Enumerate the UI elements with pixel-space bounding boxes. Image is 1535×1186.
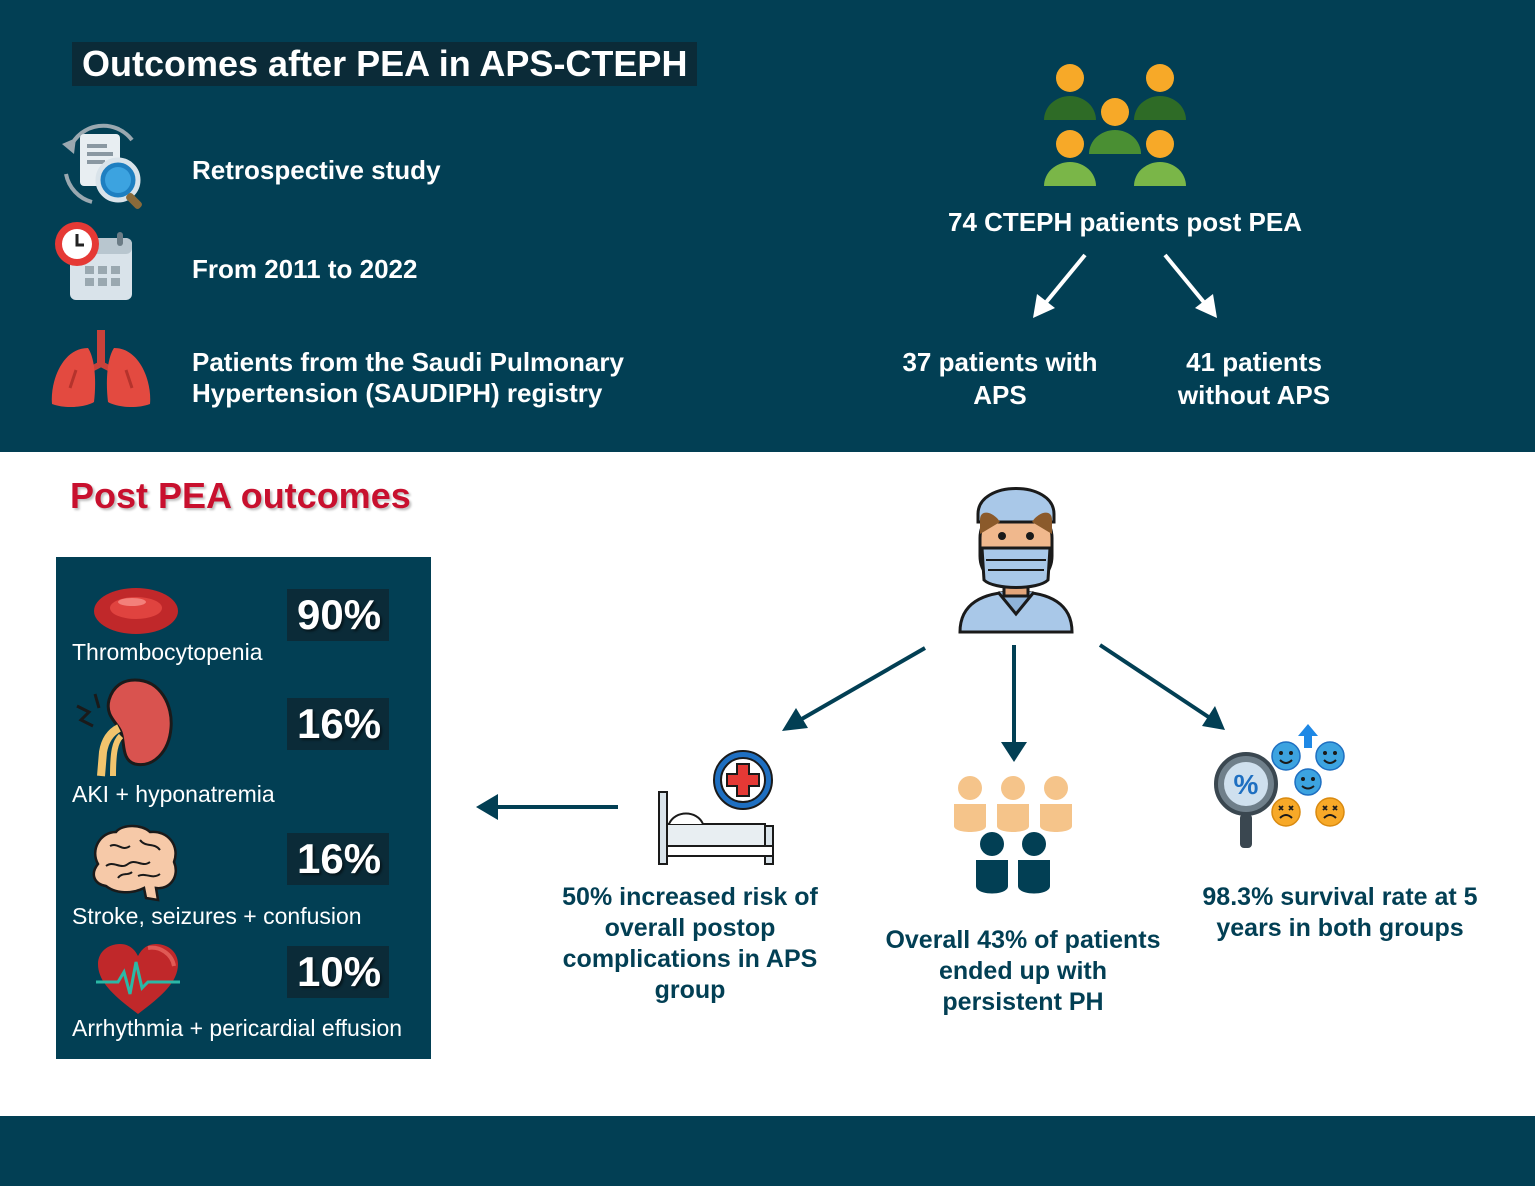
red-blood-cell-icon xyxy=(94,588,178,634)
survival-rate-icon: % xyxy=(1214,724,1345,848)
patient-group-icon xyxy=(1044,64,1186,186)
survival-line-1: 98.3% survival rate at 5 xyxy=(1202,883,1478,911)
aps-group-line-1: 37 patients with xyxy=(902,347,1098,377)
surgeon-icon xyxy=(958,487,1074,634)
persistent-ph-finding: Overall 43% of patients ended up with pe… xyxy=(865,925,1181,1018)
heart-ecg-icon xyxy=(96,944,180,1014)
registry-line-1: Patients from the Saudi Pulmonary xyxy=(192,347,624,377)
kidney-icon xyxy=(76,678,173,777)
no-aps-group-line-1: 41 patients xyxy=(1186,347,1322,377)
persistent-ph-line-3: persistent PH xyxy=(942,988,1104,1016)
outcome-arrows xyxy=(476,643,1225,820)
cohort-total: 74 CTEPH patients post PEA xyxy=(948,207,1302,237)
complications-line-4: group xyxy=(654,976,726,1004)
persistent-ph-line-2: ended up with xyxy=(938,957,1108,985)
aps-group-line-2: APS xyxy=(973,380,1027,410)
percent-thrombocytopenia: 90% xyxy=(287,589,389,641)
complications-line-3: complications in APS xyxy=(562,945,818,973)
svg-text:%: % xyxy=(1234,769,1259,800)
no-aps-group: 41 patients without APS xyxy=(1140,346,1368,412)
label-thrombocytopenia: Thrombocytopenia xyxy=(72,639,263,665)
registry-text: Patients from the Saudi Pulmonary Hypert… xyxy=(192,347,624,409)
bottom-band xyxy=(0,1116,1535,1186)
aps-group: 37 patients with APS xyxy=(880,346,1120,412)
survival-finding: 98.3% survival rate at 5 years in both g… xyxy=(1180,882,1500,944)
label-arrhythmia: Arrhythmia + pericardial effusion xyxy=(72,1015,403,1041)
document-search-icon xyxy=(62,123,142,209)
complications-line-2: overall postop xyxy=(604,914,776,942)
split-arrows xyxy=(1033,253,1217,318)
post-outcomes-title: Post PEA outcomes xyxy=(70,475,411,516)
hospital-bed-icon xyxy=(658,750,774,865)
survival-line-2: years in both groups xyxy=(1216,914,1464,942)
percent-aki: 16% xyxy=(287,698,389,750)
complications-finding: 50% increased risk of overall postop com… xyxy=(530,882,850,1006)
study-period-text: From 2011 to 2022 xyxy=(192,254,418,284)
label-aki: AKI + hyponatremia xyxy=(72,781,275,807)
page-title: Outcomes after PEA in APS-CTEPH xyxy=(72,42,698,86)
people-group-icon xyxy=(954,776,1072,894)
no-aps-group-line-2: without APS xyxy=(1177,380,1331,410)
percent-stroke: 16% xyxy=(287,833,389,885)
calendar-clock-icon xyxy=(55,222,132,300)
percent-arrhythmia: 10% xyxy=(287,946,389,998)
brain-icon xyxy=(92,824,177,902)
registry-line-2: Hypertension (SAUDIPH) registry xyxy=(192,378,603,408)
label-stroke: Stroke, seizures + confusion xyxy=(72,903,362,929)
complications-line-1: 50% increased risk of xyxy=(562,883,818,911)
persistent-ph-line-1: Overall 43% of patients xyxy=(885,926,1161,954)
retrospective-study-text: Retrospective study xyxy=(192,155,441,185)
lungs-icon xyxy=(51,330,151,408)
